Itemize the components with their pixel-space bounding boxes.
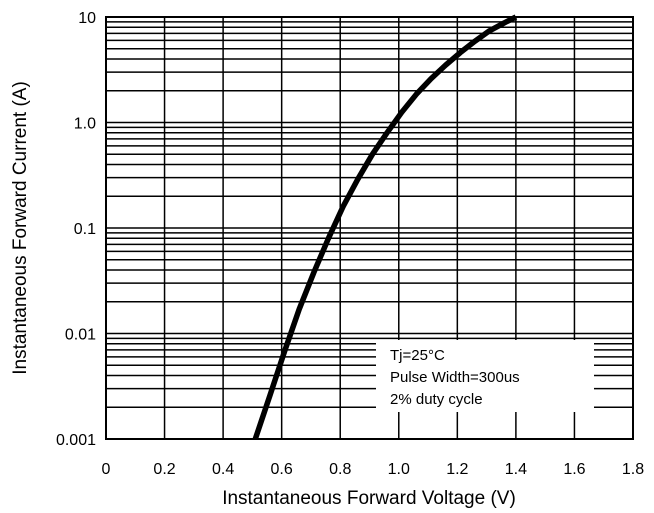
annotation-line-2: Pulse Width=300us [390,369,520,386]
x-tick-label: 0.2 [153,461,175,478]
x-tick-label: 1.4 [505,461,527,478]
x-tick-labels: 0 0.2 0.4 0.6 0.8 1.0 1.2 1.4 1.6 1.8 [102,461,645,478]
y-tick-label: 10 [78,10,96,27]
y-tick-label: 1.0 [74,116,96,133]
annotation-background [376,340,594,412]
x-tick-label: 1.8 [622,461,644,478]
plot-frame [105,16,634,440]
data-series [252,14,518,440]
x-tick-label: 0.4 [212,461,234,478]
y-tick-labels: 0.001 0.01 0.1 1.0 10 [56,10,96,449]
annotation-line-1: Tj=25°C [390,347,445,364]
y-axis-title: Instantaneous Forward Current (A) [10,81,31,375]
y-tick-label: 0.1 [74,221,96,238]
x-tick-label: 0 [102,461,111,478]
annotation-line-3: 2% duty cycle [390,391,483,408]
y-tick-label: 0.001 [56,432,96,449]
forward-current-curve [252,14,518,440]
x-axis-title: Instantaneous Forward Voltage (V) [222,488,516,509]
annotation-box: Tj=25°C Pulse Width=300us 2% duty cycle [376,340,594,412]
x-tick-label: 0.6 [271,461,293,478]
x-tick-label: 0.8 [329,461,351,478]
y-tick-label: 0.01 [65,327,96,344]
x-tick-label: 1.6 [563,461,585,478]
x-tick-label: 1.0 [388,461,410,478]
x-tick-label: 1.2 [446,461,468,478]
